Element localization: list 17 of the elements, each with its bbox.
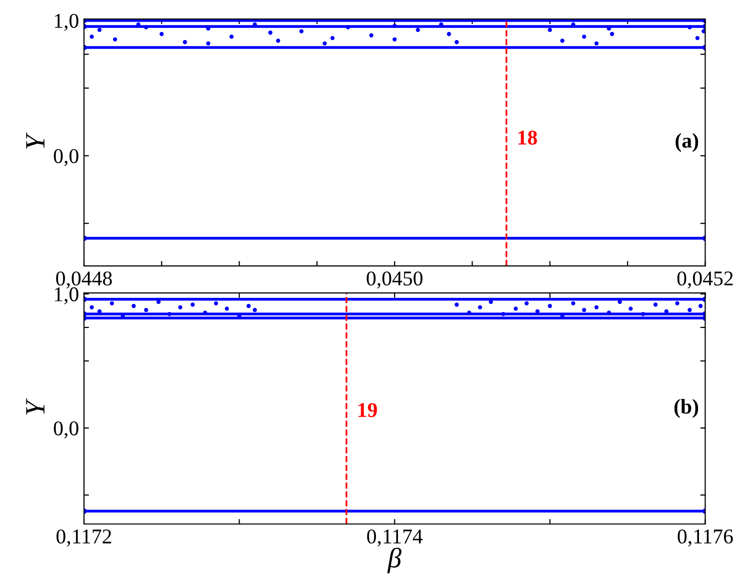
annotation: 18 — [518, 130, 537, 145]
y-tick-label: 1,0 — [54, 287, 78, 304]
x-tick-label: 0,1176 — [678, 529, 733, 547]
y-axis-title: Y — [26, 132, 44, 149]
x-tick-label: 0,0452 — [677, 271, 733, 289]
y-tick-label: 0,0 — [54, 149, 78, 166]
y-tick-label: 0,0 — [54, 421, 78, 438]
x-tick-label: 0,1174 — [367, 529, 423, 547]
annotation: 19 — [358, 403, 377, 418]
annotation: (a) — [676, 133, 698, 152]
x-tick-label: 0,1172 — [56, 529, 112, 547]
x-tick-label: 0,0450 — [366, 271, 422, 289]
annotation: (b) — [674, 399, 698, 418]
x-axis-title: β — [387, 548, 402, 574]
x-tick-label: 0,0448 — [56, 271, 112, 289]
y-axis-title: Y — [26, 398, 44, 415]
y-tick-label: 1,0 — [54, 14, 78, 31]
